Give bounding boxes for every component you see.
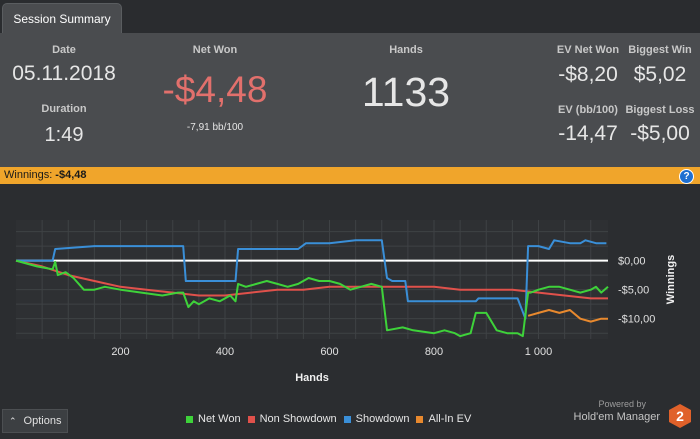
x-axis-label: Hands bbox=[295, 372, 329, 384]
y-axis-label: Winnings bbox=[665, 255, 677, 304]
x-tick-label: 200 bbox=[111, 346, 129, 358]
ev-net-won-value: -$8,20 bbox=[558, 63, 618, 86]
legend-item[interactable]: All-In EV bbox=[416, 413, 471, 425]
ev-bb-value: -14,47 bbox=[558, 122, 618, 145]
legend-item[interactable]: Non Showdown bbox=[247, 413, 337, 425]
biggest-loss-value: -$5,00 bbox=[630, 122, 690, 145]
duration-value: 1:49 bbox=[44, 124, 84, 146]
legend-swatch bbox=[186, 415, 193, 423]
net-won-label: Net Won bbox=[192, 44, 238, 56]
biggest-win-label: Biggest Win bbox=[628, 44, 692, 56]
date-value: 05.11.2018 bbox=[12, 62, 116, 85]
options-label: Options bbox=[23, 415, 62, 427]
x-tick-label: 400 bbox=[216, 346, 234, 358]
biggest-loss-label: Biggest Loss bbox=[625, 104, 695, 116]
help-icon[interactable]: ? bbox=[679, 169, 694, 184]
winnings-chart: 200 400 600 800 1 000 $0,00 -$5,00 -$10,00 Hands… bbox=[15, 220, 677, 384]
date-label: Date bbox=[52, 44, 76, 56]
series-line-all-in-ev bbox=[527, 309, 608, 323]
winnings-label: Winnings: bbox=[4, 169, 53, 181]
x-tick-label: 800 bbox=[425, 346, 443, 358]
biggest-win-value: $5,02 bbox=[633, 63, 687, 86]
winnings-banner: Winnings: -$4,48 ? bbox=[0, 167, 700, 184]
winnings-text: Winnings: -$4,48 bbox=[4, 169, 87, 181]
hem-logo-icon: 2 bbox=[669, 404, 691, 428]
hands-label: Hands bbox=[389, 44, 423, 56]
winnings-value: -$4,48 bbox=[55, 169, 87, 181]
brand-name: Hold'em Manager bbox=[573, 411, 660, 423]
net-won-value: -$4,48 bbox=[162, 69, 268, 110]
series-line-non-showdown bbox=[15, 259, 608, 300]
legend-label: Showdown bbox=[355, 413, 410, 425]
legend-swatch bbox=[247, 415, 255, 423]
options-button[interactable]: ⌃ Options bbox=[2, 409, 68, 433]
y-tick-label: -$10,00 bbox=[618, 314, 655, 326]
tab-session-summary[interactable]: Session Summary bbox=[2, 3, 122, 34]
duration-label: Duration bbox=[41, 103, 87, 115]
winnings-chart-area: 200 400 600 800 1 000 $0,00 -$5,00 -$10,00 Hands… bbox=[0, 184, 700, 434]
ev-net-won-label: EV Net Won bbox=[556, 44, 620, 56]
legend-item[interactable]: Showdown bbox=[343, 413, 410, 425]
series-line-showdown bbox=[16, 239, 607, 320]
net-won-bb: -7,91 bb/100 bbox=[186, 122, 244, 133]
chart-legend: Net Won Non Showdown Showdown All-In EV bbox=[186, 412, 478, 426]
x-tick-label: 1 000 bbox=[525, 346, 553, 358]
ev-bb-label: EV (bb/100) bbox=[558, 104, 618, 116]
summary-panel: Date 05.11.2018 Duration 1:49 Net Won -$… bbox=[0, 33, 700, 167]
legend-label: All-In EV bbox=[428, 413, 472, 425]
legend-label: Non Showdown bbox=[259, 413, 337, 425]
legend-label: Net Won bbox=[198, 413, 241, 425]
y-tick-label: $0,00 bbox=[618, 256, 646, 268]
svg-text:2: 2 bbox=[676, 408, 684, 424]
chevron-up-icon: ⌃ bbox=[9, 415, 17, 426]
legend-item[interactable]: Net Won bbox=[186, 413, 241, 425]
x-tick-label: 600 bbox=[320, 346, 338, 358]
tab-bar: Session Summary bbox=[0, 0, 700, 34]
hem-brand: Powered by Hold'em Manager 2 bbox=[560, 399, 696, 433]
powered-by-text: Powered by bbox=[598, 399, 646, 409]
series-line-net-won bbox=[15, 259, 609, 338]
hands-value: 1133 bbox=[361, 69, 451, 115]
legend-swatch bbox=[343, 415, 351, 423]
y-tick-label: -$5,00 bbox=[618, 285, 649, 297]
legend-swatch bbox=[416, 415, 424, 423]
